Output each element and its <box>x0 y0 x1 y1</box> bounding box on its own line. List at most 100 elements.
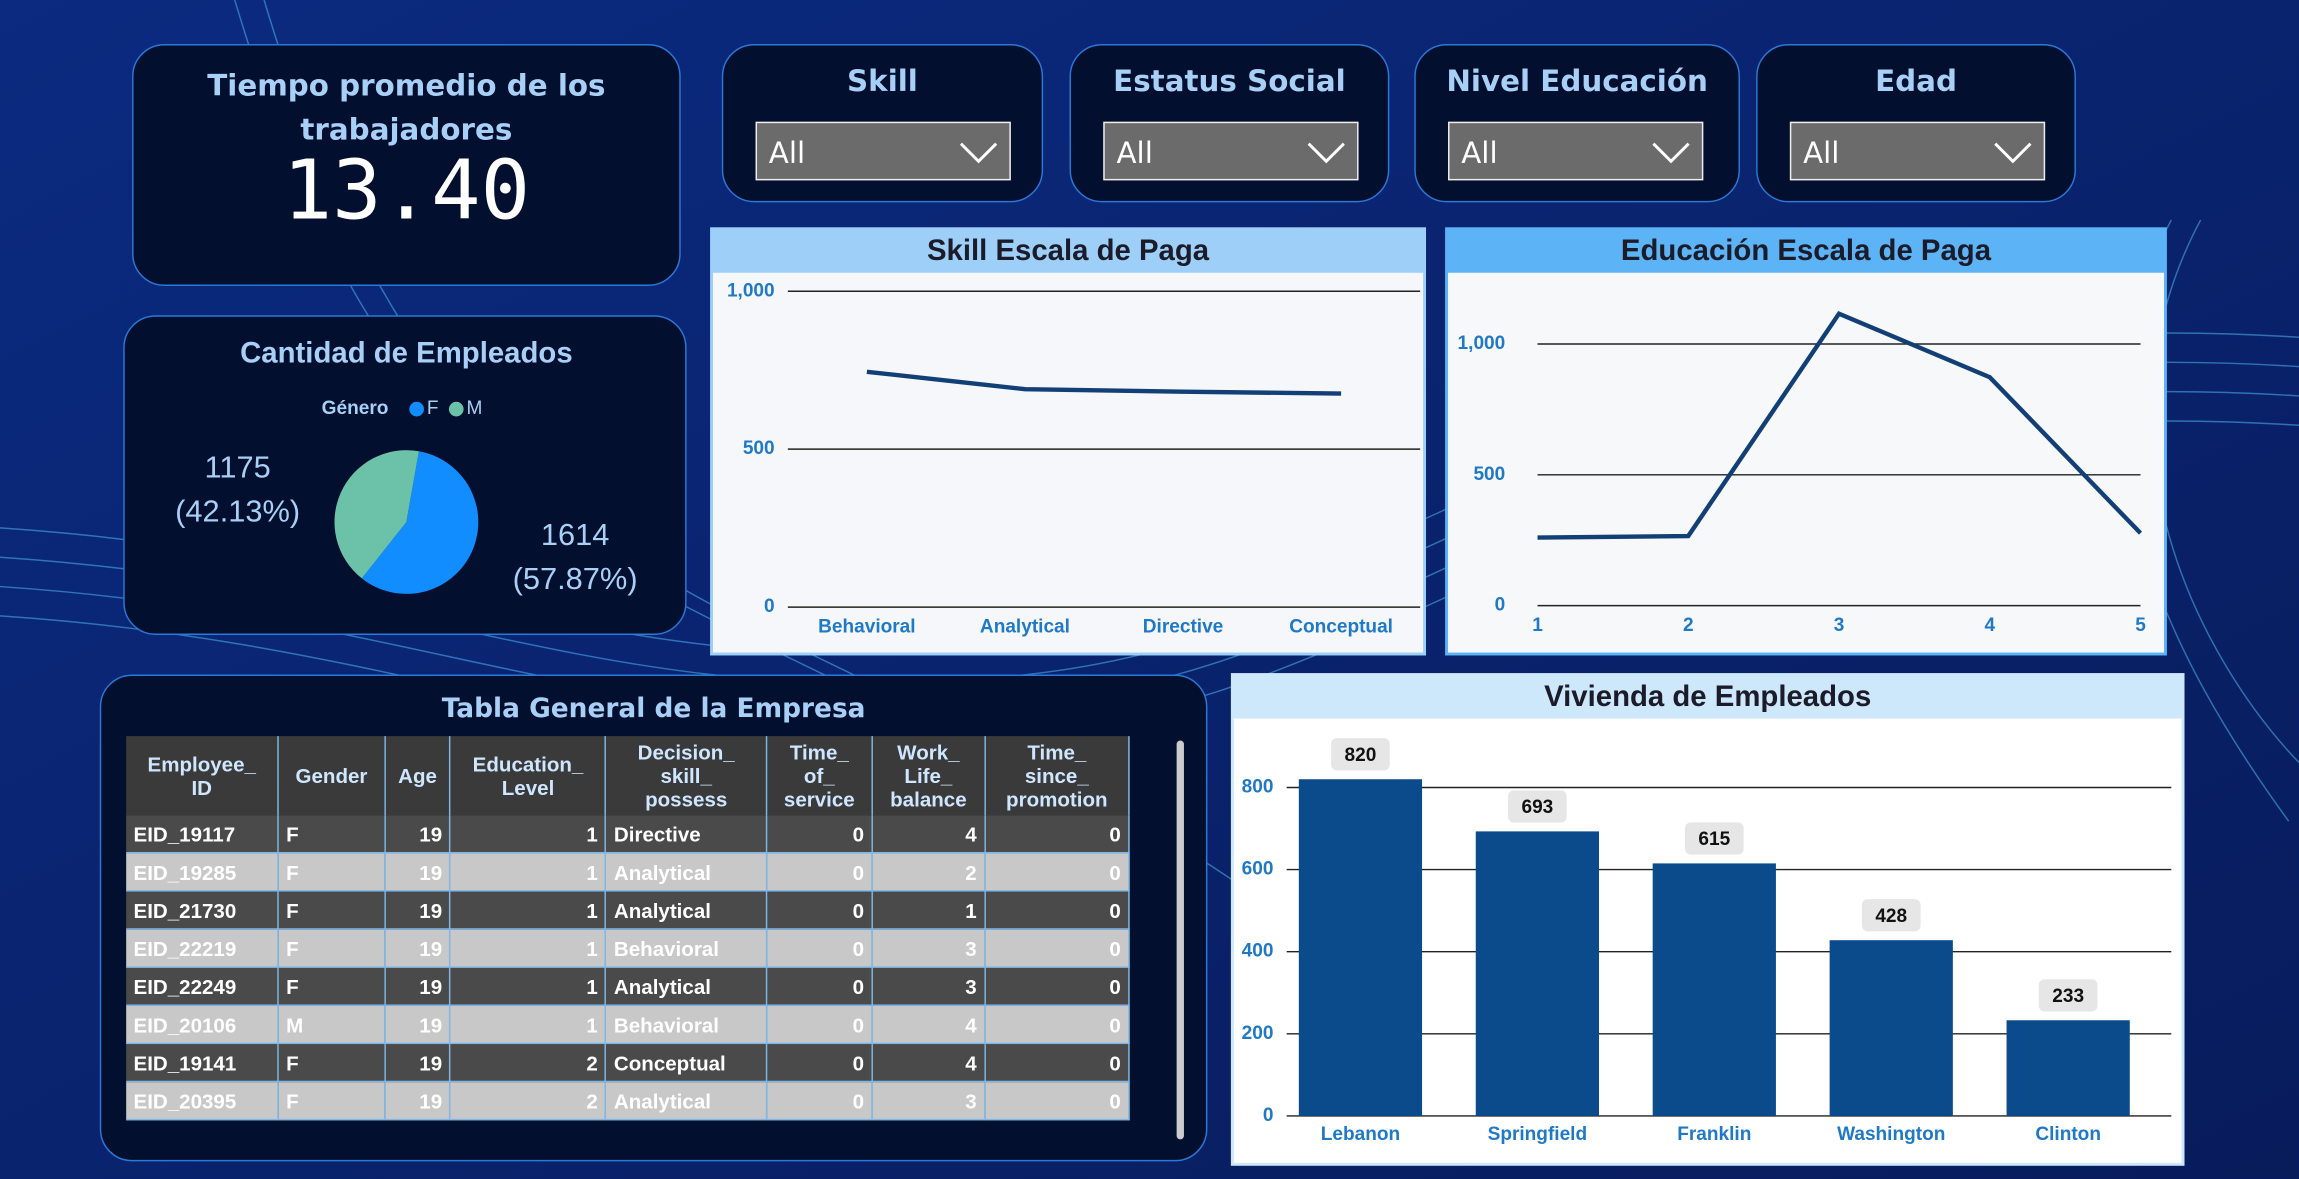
table-row: EID_19141 F 19 2 Conceptual 0 4 0 <box>126 1043 1130 1083</box>
y-tick-label: 0 <box>764 596 775 617</box>
table-cell: EID_19285 <box>126 852 279 892</box>
table-cell: 19 <box>384 852 451 892</box>
slicer: Estatus Social All <box>1069 43 1390 203</box>
column-header: Gender <box>278 736 386 816</box>
data-label-box <box>1684 822 1744 855</box>
table-cell: Behavioral <box>605 928 768 968</box>
chevron <box>1994 142 2032 164</box>
table-cell: EID_20395 <box>126 1081 279 1121</box>
table-cell: 2 <box>450 1043 607 1083</box>
table-cell: 19 <box>384 815 451 854</box>
table-cell: 19 <box>384 967 451 1006</box>
slicer-dropdown[interactable]: All <box>1789 121 2046 181</box>
chevron <box>959 142 998 164</box>
scrollbar[interactable] <box>1176 740 1184 1140</box>
table-cell: 0 <box>766 1081 873 1121</box>
x-tick-label: 1 <box>1532 615 1543 636</box>
table-cell: 0 <box>984 1043 1130 1083</box>
y-tick-label: 800 <box>1242 776 1274 797</box>
table-cell: 0 <box>984 1005 1130 1045</box>
table-cell: EID_19117 <box>126 815 279 854</box>
table-cell: 0 <box>766 890 873 930</box>
bar <box>1298 779 1423 1116</box>
pie-slice <box>361 451 479 594</box>
y-tick-label: 200 <box>1242 1023 1274 1044</box>
bar <box>2006 1020 2130 1116</box>
chart-title: Educación Escala de Paga <box>1621 234 1992 267</box>
table-cell: 4 <box>872 1005 986 1045</box>
data-label: 233 <box>2052 986 2084 1007</box>
table-cell: 2 <box>450 1081 607 1121</box>
table-cell: 1 <box>872 890 986 930</box>
kpi-card: Tiempo promedio de los trabajadores 13.4… <box>132 43 681 286</box>
kpi-title: Tiempo promedio de los trabajadores <box>207 67 606 147</box>
y-tick-label: 0 <box>1263 1105 1274 1126</box>
data-table: Employee_ ID Gender Age Education_ Level Decis… <box>126 736 1130 1121</box>
data-label: 820 <box>1345 745 1377 766</box>
slicer-dropdown[interactable]: All <box>1448 121 1704 181</box>
table-cell: 4 <box>872 1043 986 1083</box>
column-header: Decision_ skill_ possess <box>605 736 768 816</box>
table-cell: 3 <box>872 928 986 968</box>
table-cell: Analytical <box>605 852 768 892</box>
legend-swatch <box>448 401 464 417</box>
panel <box>710 227 1427 656</box>
table-cell: 19 <box>384 890 451 930</box>
table-cell: 1 <box>450 928 607 968</box>
table-cell: Conceptual <box>605 1043 768 1083</box>
x-tick-label: 2 <box>1683 615 1694 636</box>
table-cell: 0 <box>984 890 1130 930</box>
slicer-dropdown[interactable]: All <box>1103 121 1359 181</box>
table-cell: 1 <box>450 815 607 854</box>
table-cell: 19 <box>384 1043 451 1083</box>
table-cell: 0 <box>766 928 873 968</box>
chevron <box>1307 142 1345 164</box>
bar <box>1652 863 1776 1116</box>
column-header: Education_ Level <box>450 736 607 816</box>
chart-title: Cantidad de Empleados <box>240 337 573 370</box>
table-cell: Analytical <box>605 1081 768 1121</box>
table-cell: 2 <box>872 852 986 892</box>
table-cell: 4 <box>872 815 986 854</box>
table-cell: F <box>278 928 386 968</box>
table-row: EID_22219 F 19 1 Behavioral 0 3 0 <box>126 928 1130 968</box>
data-label-box <box>1331 738 1390 771</box>
table-cell: F <box>278 1081 386 1121</box>
data-label: 693 <box>1521 797 1553 818</box>
y-tick-label: 500 <box>743 438 775 459</box>
slicer-label: Edad <box>1875 63 1957 99</box>
x-tick-label: 3 <box>1834 615 1845 636</box>
slicer-label: Estatus Social <box>1113 63 1346 99</box>
table-cell: 1 <box>450 852 607 892</box>
legend-swatch <box>409 401 424 417</box>
table-cell: F <box>278 890 386 930</box>
x-tick-label: 5 <box>2135 615 2146 636</box>
table-cell: F <box>278 815 386 854</box>
table-cell: 1 <box>450 890 607 930</box>
panel <box>1445 227 2167 656</box>
slicer-dropdown[interactable]: All <box>755 121 1011 181</box>
table-cell: 0 <box>766 852 873 892</box>
slicer-label: Nivel Educación <box>1446 63 1708 99</box>
table-cell: 1 <box>450 1005 607 1045</box>
line-series <box>866 369 1342 396</box>
line-series <box>1537 310 2143 540</box>
table-cell: 0 <box>984 967 1130 1006</box>
table-cell: 3 <box>872 1081 986 1121</box>
column-header: Time_ of_ service <box>766 736 873 816</box>
y-tick-label: 0 <box>1495 595 1506 616</box>
table-cell: 3 <box>872 967 986 1006</box>
x-tick-label: Lebanon <box>1321 1124 1400 1145</box>
slice-percent-label: (42.13%) <box>175 493 300 528</box>
table-cell: EID_21730 <box>126 890 279 930</box>
data-label: 615 <box>1698 829 1730 850</box>
chevron <box>1652 142 1690 164</box>
table-cell: F <box>278 967 386 1006</box>
x-tick-label: Analytical <box>980 617 1070 638</box>
x-tick-label: Clinton <box>2035 1124 2101 1145</box>
column-header: Work_ Life_ balance <box>872 736 986 816</box>
y-tick-label: 1,000 <box>1458 333 1506 354</box>
